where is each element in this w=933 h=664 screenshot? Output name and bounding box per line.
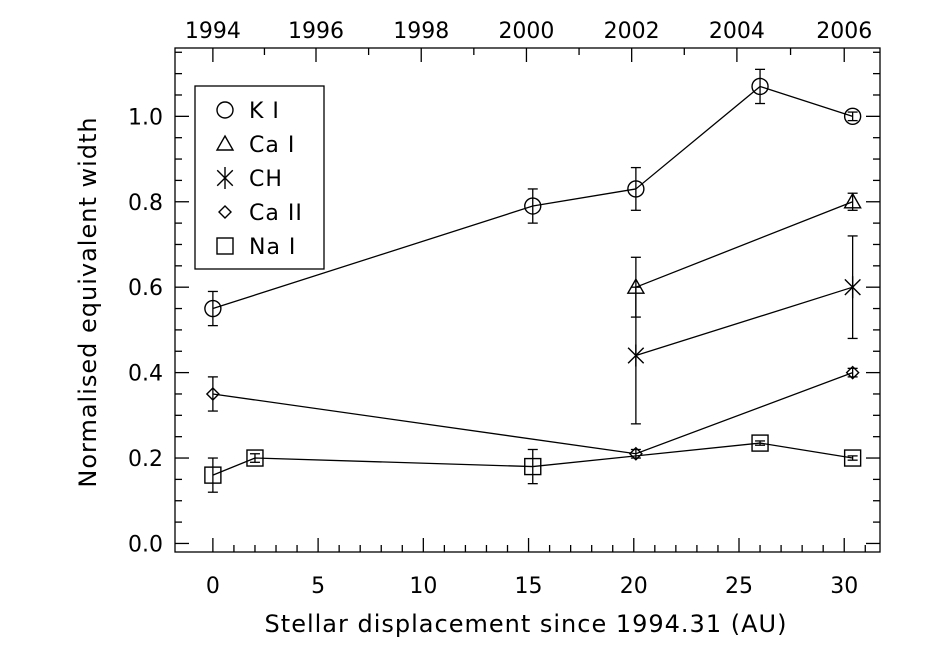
point-ca-ii	[628, 446, 643, 461]
point-ch	[844, 276, 861, 299]
legend-marker-na-i	[216, 237, 234, 255]
legend-marker-ca-i	[215, 134, 235, 151]
series-layer	[204, 68, 862, 493]
y-tick-label: 0.4	[128, 362, 163, 387]
top-tick-label: 1998	[393, 19, 449, 44]
point-k-i	[204, 299, 222, 318]
point-k-i	[627, 180, 645, 198]
error-bar-na-i	[755, 440, 766, 446]
legend: K I Ca I CH Ca II Na I	[194, 85, 325, 270]
top-tick-label: 1996	[288, 19, 344, 44]
legend-marker-k-i	[216, 101, 234, 119]
series-ca-i	[626, 192, 862, 318]
y-tick-label: 0.0	[128, 532, 163, 557]
point-na-i	[751, 434, 769, 452]
error-bar-k-i	[207, 290, 218, 327]
top-tick-label: 2004	[709, 19, 765, 44]
top-tick-label: 2000	[498, 19, 554, 44]
point-na-i	[204, 466, 222, 484]
point-k-i	[751, 77, 769, 96]
x-tick-label: 5	[311, 574, 325, 599]
legend-label-ca-i: Ca I	[249, 133, 295, 158]
y-tick-label: 0.6	[128, 276, 163, 301]
y-tick-label: 0.8	[128, 191, 163, 216]
top-tick-label: 2002	[604, 19, 660, 44]
point-na-i	[246, 449, 264, 467]
point-k-i	[843, 107, 862, 126]
point-k-i	[524, 197, 542, 215]
series-k-i	[204, 68, 862, 327]
legend-box	[194, 85, 325, 270]
plot-border	[174, 47, 881, 553]
x-tick-label: 20	[620, 574, 648, 599]
error-bar-k-i	[847, 111, 858, 122]
x-tick-label: 0	[206, 574, 220, 599]
y-tick-label: 0.2	[128, 447, 163, 472]
legend-label-ca-ii: Ca II	[249, 201, 303, 226]
legend-label-ch: CH	[249, 167, 283, 192]
error-bar-ca-ii	[207, 376, 218, 412]
x-tick-label: 15	[515, 574, 543, 599]
point-ca-ii	[845, 365, 860, 380]
y-axis-title: Normalised equivalent width	[74, 116, 102, 487]
error-bar-k-i	[527, 188, 538, 224]
error-bar-k-i	[630, 166, 641, 211]
legend-marker-ch	[216, 167, 234, 189]
legend-marker-ca-ii	[218, 205, 232, 219]
point-na-i	[843, 449, 862, 467]
series-line-ca-i	[635, 201, 853, 288]
series-na-i	[204, 434, 862, 493]
error-bar-ca-ii	[630, 448, 641, 459]
series-line-ch	[635, 286, 853, 357]
top-tick-label: 1994	[185, 19, 241, 44]
legend-label-na-i: Na I	[249, 235, 296, 260]
top-tick-label: 2006	[816, 19, 872, 44]
point-ch	[627, 344, 645, 367]
point-ca-i	[843, 192, 862, 209]
x-axis-title: Stellar displacement since 1994.31 (AU)	[265, 610, 788, 638]
series-ch	[627, 235, 861, 425]
legend-label-k-i: K I	[249, 99, 280, 124]
error-bar-na-i	[847, 455, 858, 461]
y-tick-label: 1.0	[128, 105, 163, 130]
point-ca-ii	[205, 386, 220, 401]
x-tick-label: 30	[830, 574, 858, 599]
axis-ticks: 0 5 10 15 20 25 30 1994 1996 1998 2000 2002 2004 2006…	[128, 19, 880, 599]
series-ca-ii	[205, 365, 860, 461]
x-tick-label: 25	[725, 574, 753, 599]
plot-frame	[174, 47, 881, 553]
error-bar-na-i	[207, 457, 218, 493]
point-na-i	[524, 457, 542, 476]
error-bar-k-i	[755, 68, 766, 105]
x-tick-label: 10	[409, 574, 437, 599]
error-bar-ca-ii	[847, 367, 858, 378]
error-bar-na-i	[527, 448, 538, 485]
error-bar-na-i	[249, 453, 260, 463]
